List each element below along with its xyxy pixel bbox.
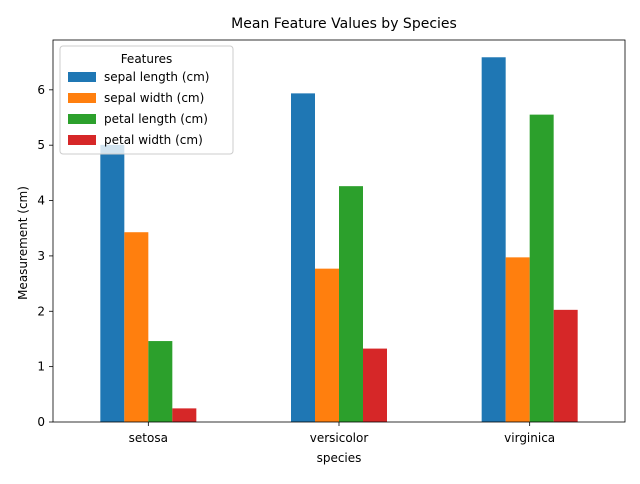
y-tick-label: 4 — [37, 194, 45, 208]
bar-versicolor-2 — [339, 186, 363, 422]
bar-virginica-2 — [529, 114, 554, 422]
y-tick-label: 1 — [37, 360, 45, 374]
x-axis-label: species — [317, 451, 362, 465]
y-axis-label: Measurement (cm) — [16, 186, 30, 300]
legend-swatch-3 — [68, 135, 96, 145]
legend-label-3: petal width (cm) — [104, 133, 203, 147]
bars-layer — [100, 57, 578, 423]
bar-virginica-3 — [553, 309, 578, 422]
y-tick-label: 3 — [37, 249, 45, 263]
legend-swatch-1 — [68, 93, 96, 103]
legend-label-0: sepal length (cm) — [104, 70, 209, 84]
legend: Features sepal length (cm) sepal width (cm… — [59, 45, 234, 155]
legend-title: Features — [121, 52, 173, 66]
bar-setosa-2 — [148, 341, 173, 422]
legend-box — [59, 45, 234, 155]
y-tick-label: 5 — [37, 138, 45, 152]
legend-swatch-0 — [68, 72, 96, 82]
axes-layer: 0 1 2 3 4 5 6 setosa versicolor virginica — [37, 39, 626, 445]
bar-setosa-3 — [172, 408, 197, 422]
y-tick-label: 0 — [37, 415, 45, 429]
y-tick-label: 6 — [37, 83, 45, 97]
x-tick-label-setosa: setosa — [129, 431, 168, 445]
legend-swatch-2 — [68, 114, 96, 124]
bar-setosa-1 — [124, 232, 149, 422]
bar-setosa-0 — [100, 144, 125, 423]
bar-virginica-1 — [505, 257, 530, 422]
bar-versicolor-0 — [291, 93, 315, 423]
legend-label-1: sepal width (cm) — [104, 91, 204, 105]
chart-title: Mean Feature Values by Species — [231, 16, 457, 32]
bar-virginica-0 — [481, 57, 506, 423]
legend-label-2: petal length (cm) — [104, 112, 208, 126]
y-tick-label: 2 — [37, 304, 45, 318]
bar-versicolor-1 — [315, 268, 339, 422]
x-tick-label-versicolor: versicolor — [310, 431, 369, 445]
bar-versicolor-3 — [363, 348, 387, 422]
x-tick-label-virginica: virginica — [504, 431, 555, 445]
